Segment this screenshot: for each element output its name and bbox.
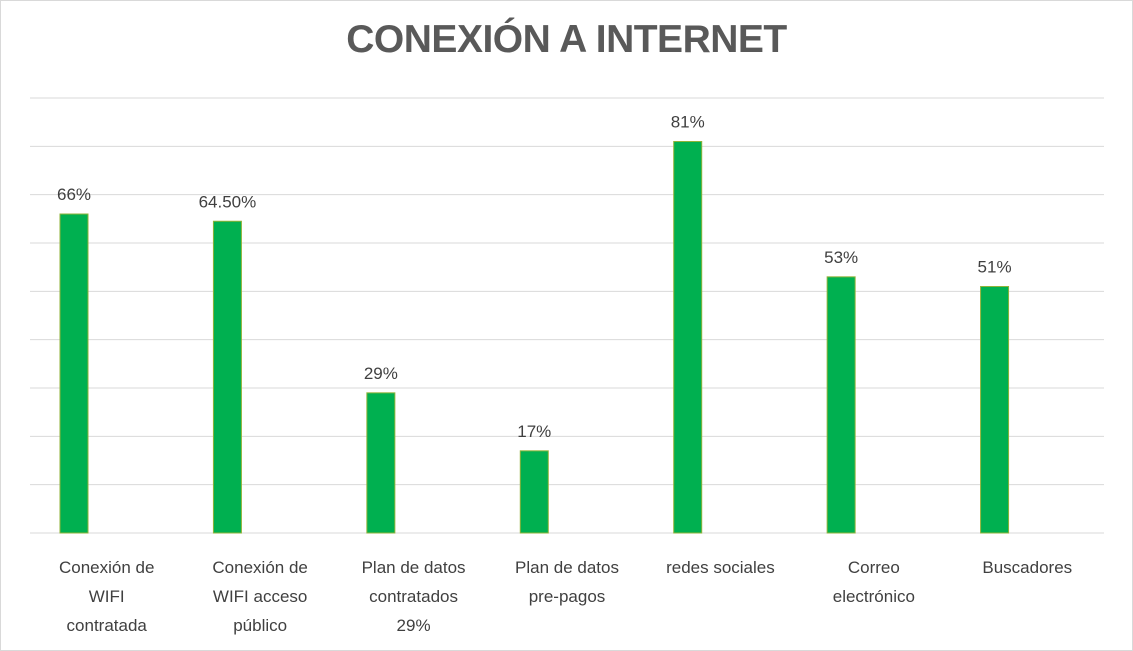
category-labels: Conexión de WIFI contratada Conexión de WIFI… (59, 558, 1072, 635)
bar (59, 213, 89, 534)
data-label: 81% (671, 113, 705, 132)
category-label: Plan de datos contratados 29% (362, 558, 466, 635)
category-label-line: pre-pagos (529, 587, 606, 606)
category-label-line: contratada (67, 616, 148, 635)
bar (212, 220, 242, 534)
category-label-line: WIFI (89, 587, 125, 606)
category-label-line: Plan de datos (362, 558, 466, 577)
bar (519, 450, 549, 534)
category-label-line: redes sociales (666, 558, 775, 577)
data-label: 51% (978, 258, 1012, 277)
data-label: 53% (824, 248, 858, 267)
category-label: Correo electrónico (833, 558, 915, 606)
category-label-line: Conexión de (212, 558, 307, 577)
category-label-line: Conexión de (59, 558, 154, 577)
category-label-line: Plan de datos (515, 558, 619, 577)
category-label: Plan de datos pre-pagos (515, 558, 619, 606)
data-label: 29% (364, 364, 398, 383)
category-label: Buscadores (982, 558, 1072, 577)
bar (673, 141, 703, 534)
bar (826, 276, 856, 534)
category-label-line: 29% (397, 616, 431, 635)
data-labels: 66% 64.50% 29% 17% 81% 53% 51% (57, 113, 1012, 441)
category-label: redes sociales (666, 558, 775, 577)
chart-title: CONEXIÓN A INTERNET (346, 18, 787, 61)
bar (366, 392, 396, 534)
category-label-line: WIFI acceso (213, 587, 307, 606)
category-label-line: Correo (848, 558, 900, 577)
category-label-line: electrónico (833, 587, 915, 606)
bars (59, 141, 1010, 534)
gridlines (30, 97, 1104, 534)
category-label: Conexión de WIFI acceso público (212, 558, 307, 635)
category-label-line: Buscadores (982, 558, 1072, 577)
category-label-line: público (233, 616, 287, 635)
data-label: 17% (517, 422, 551, 441)
bar (980, 286, 1010, 534)
data-label: 64.50% (199, 192, 257, 211)
data-label: 66% (57, 185, 91, 204)
category-label: Conexión de WIFI contratada (59, 558, 154, 635)
category-label-line: contratados (369, 587, 458, 606)
